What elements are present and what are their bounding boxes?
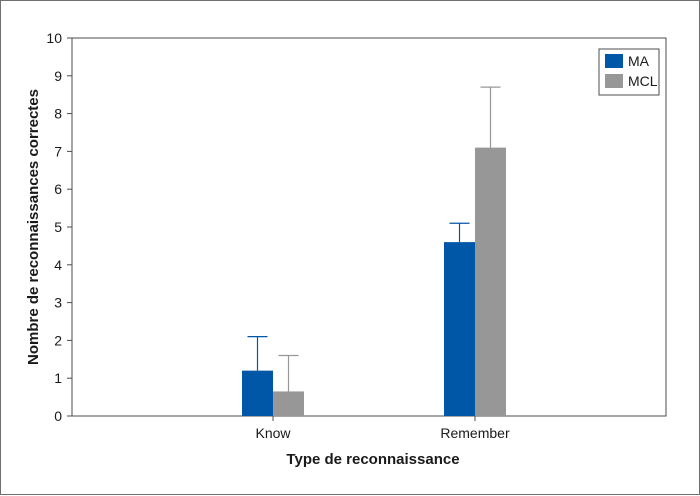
legend-swatch-ma [605, 54, 623, 68]
bar-ma-know [242, 370, 273, 416]
error-bars [247, 86, 501, 392]
bar-ma-remember [444, 242, 475, 416]
y-tick-label: 0 [54, 408, 62, 424]
y-tick-label: 8 [54, 106, 62, 122]
legend-label-mcl: MCL [628, 73, 658, 89]
y-tick-label: 6 [54, 181, 62, 197]
y-tick-label: 5 [54, 219, 62, 235]
x-axis-title: Type de reconnaissance [286, 451, 459, 468]
bars [242, 147, 506, 416]
bar-mcl-know [273, 391, 304, 416]
x-tick-label: Know [255, 425, 291, 441]
legend-label-ma: MA [628, 53, 650, 69]
y-tick-label: 2 [54, 332, 62, 348]
y-tick-label: 9 [54, 68, 62, 84]
y-tick-label: 1 [54, 370, 62, 386]
bar-mcl-remember [475, 147, 506, 416]
x-ticks: Know Remember [255, 416, 510, 441]
y-axis-title: Nombre de reconnaissances correctes [25, 89, 42, 365]
y-tick-label: 4 [54, 257, 62, 273]
y-tick-label: 7 [54, 143, 62, 159]
x-tick-label: Remember [440, 425, 510, 441]
legend-swatch-mcl [605, 74, 623, 88]
axes [71, 37, 667, 417]
y-tick-label: 3 [54, 295, 62, 311]
y-ticks: 0 1 2 3 4 5 6 7 8 9 10 [46, 30, 72, 424]
plot-area-border [71, 37, 667, 417]
legend: MA MCL [598, 48, 660, 96]
y-tick-label: 10 [46, 30, 62, 46]
